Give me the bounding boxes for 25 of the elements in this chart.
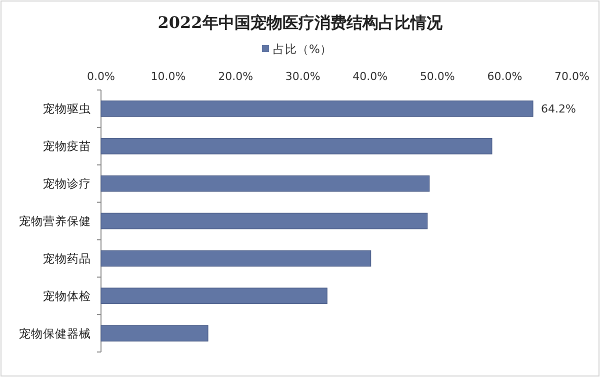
- bar: [100, 212, 428, 230]
- y-tick-label: 宠物保健器械: [19, 326, 91, 340]
- y-tick-label: 宠物营养保健: [19, 214, 91, 228]
- x-tick-label: 30.0%: [285, 70, 320, 83]
- x-tick-label: 10.0%: [150, 70, 186, 83]
- y-tick-label: 宠物疫苗: [43, 139, 91, 154]
- y-tick-label: 宠物药品: [43, 251, 91, 266]
- x-tick-label: 0.0%: [87, 70, 115, 83]
- y-tick-label: 宠物驱虫: [43, 102, 91, 116]
- bar: [100, 175, 430, 192]
- x-tick-label: 50.0%: [420, 70, 455, 83]
- chart-title: 2022年中国宠物医疗消费结构占比情况: [158, 13, 444, 32]
- y-tick-label: 宠物体检: [43, 288, 91, 303]
- x-tick-label: 60.0%: [487, 70, 522, 83]
- data-label: 64.2%: [540, 102, 576, 116]
- y-tick-label: 宠物诊疗: [43, 176, 91, 191]
- bar: [100, 325, 208, 342]
- x-tick-label: 40.0%: [352, 70, 388, 83]
- x-tick-label: 20.0%: [218, 70, 254, 83]
- bar: [100, 288, 328, 304]
- bar: [100, 250, 372, 267]
- x-tick-label: 70.0%: [554, 70, 590, 83]
- bar: [100, 100, 534, 117]
- bar: [100, 138, 492, 154]
- legend-label: 占比（%）: [273, 42, 332, 56]
